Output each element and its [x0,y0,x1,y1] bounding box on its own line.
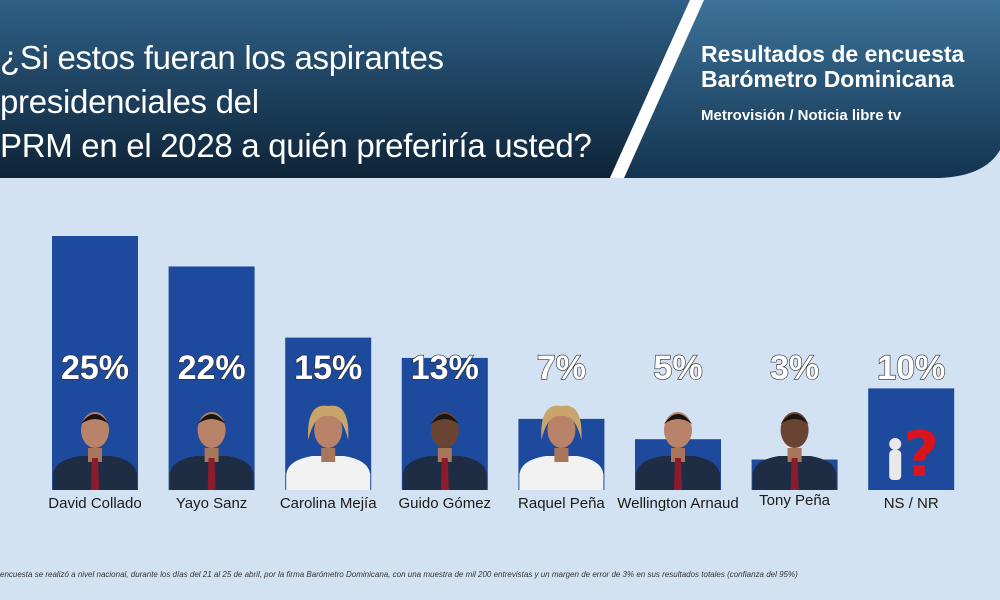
bar-chart: 25% David Collado 22% Yayo Sanz 15% Carolina … [0,182,1000,562]
value-label-wellington-arnaud: 5% [653,349,702,387]
header-banner: ¿Si estos fueran los aspirantes presiden… [0,0,1000,182]
portrait-wellington-arnaud [636,412,720,490]
portrait-david-collado [53,412,137,490]
results-source: Metrovisión / Noticia libre tv [701,107,902,124]
portrait-yayo-sanz [169,412,254,490]
category-label-wellington-arnaud: Wellington Arnaud [617,495,738,512]
value-label-guido-gomez: 13% [411,349,479,387]
chart-canvas: 25% David Collado 22% Yayo Sanz 15% Carolina … [48,236,955,512]
header-background [0,0,1000,178]
portrait-guido-gomez [402,412,487,490]
question-mark-icon: ? [889,418,939,491]
svg-text:?: ? [903,418,939,491]
value-label-yayo-sanz: 22% [178,349,246,387]
value-label-ns-nr: 10% [877,349,945,387]
category-label-guido-gomez: Guido Gómez [399,495,492,512]
category-label-carolina-mejia: Carolina Mejía [280,495,377,512]
survey-question: ¿Si estos fueran los aspirantes presiden… [0,39,592,164]
results-title: Resultados de encuesta Barómetro Dominic… [701,41,965,92]
portrait-raquel-pena [519,405,604,490]
value-label-david-collado: 25% [61,349,129,387]
value-label-tony-pena: 3% [770,349,819,387]
portrait-carolina-mejia [286,405,371,490]
methodology-footnote: encuesta se realizó a nivel nacional, du… [0,570,798,579]
portrait-tony-pena [752,412,837,490]
category-label-ns-nr: NS / NR [884,495,939,512]
category-label-raquel-pena: Raquel Peña [518,495,605,512]
bar-ns-nr [868,388,955,490]
category-label-david-collado: David Collado [48,495,141,512]
value-label-carolina-mejia: 15% [294,349,362,387]
category-label-tony-pena: Tony Peña [759,492,831,509]
value-label-raquel-pena: 7% [537,349,586,387]
category-label-yayo-sanz: Yayo Sanz [176,495,247,512]
